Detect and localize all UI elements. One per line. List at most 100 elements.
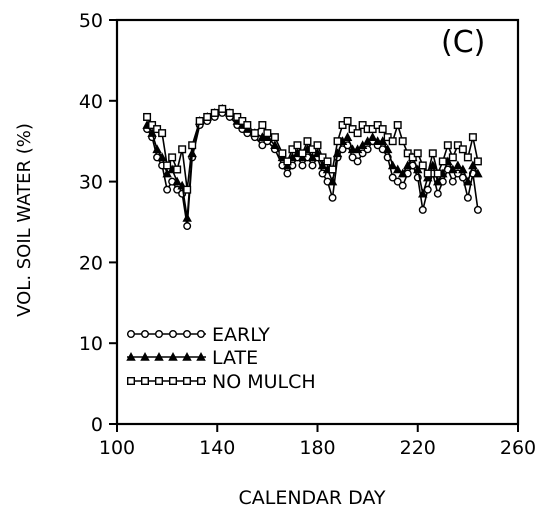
legend-entry-no-mulch: NO MULCH [126,371,316,393]
data-point-no-mulch [270,133,279,142]
legend-marker-early [182,330,191,339]
legend-marker-late [168,352,178,361]
data-point-no-mulch [293,141,302,150]
legend-label-no-mulch: NO MULCH [212,371,316,393]
data-point-no-mulch [313,141,322,150]
data-point-late [187,148,197,158]
data-point-no-mulch [283,157,292,166]
data-point-no-mulch [428,149,437,158]
data-point-no-mulch [458,145,467,154]
data-point-no-mulch [278,149,287,158]
data-point-late [433,176,443,186]
y-tick-label: 30 [79,172,103,194]
data-point-late [172,176,182,186]
data-point-early [183,222,192,231]
data-point-late [453,160,463,170]
data-point-no-mulch [333,137,342,146]
legend-marker-early [168,330,177,339]
data-point-no-mulch [378,125,387,134]
data-point-no-mulch [218,104,227,113]
data-point-no-mulch [225,108,234,117]
panel-label: (C) [441,25,485,60]
data-point-no-mulch [158,129,167,138]
data-point-no-mulch [148,121,157,130]
legend-marker-no-mulch [154,377,163,386]
data-point-early [283,169,292,178]
data-point-early [473,205,482,214]
legend-label-late: LATE [212,347,258,369]
data-point-no-mulch [393,121,402,130]
data-point-no-mulch [143,112,152,121]
data-point-no-mulch [398,137,407,146]
legend-entry-late: LATE [126,347,258,369]
data-point-no-mulch [348,125,357,134]
legend-marker-no-mulch [140,377,149,386]
legend-marker-late [182,352,192,361]
legend-label-early: EARLY [212,324,270,346]
data-point-no-mulch [418,161,427,170]
data-point-late [463,176,473,186]
data-point-no-mulch [468,133,477,142]
data-point-no-mulch [463,153,472,162]
x-tick-label: 260 [500,437,536,459]
legend-marker-early [196,330,205,339]
data-point-no-mulch [323,157,332,166]
data-point-no-mulch [438,157,447,166]
data-point-late [342,132,353,141]
legend-marker-no-mulch [168,377,177,386]
data-point-no-mulch [243,121,252,130]
x-axis-ticks: 100 140 180 220 260 [99,424,536,459]
legend-marker-no-mulch [126,377,135,386]
legend-marker-no-mulch [196,377,205,386]
data-point-no-mulch [343,116,352,125]
data-point-late [392,164,403,174]
data-point-no-mulch [473,157,482,166]
y-tick-label: 20 [79,252,103,274]
data-point-no-mulch [413,149,422,158]
data-point-no-mulch [178,145,187,154]
x-tick-label: 220 [400,437,436,459]
data-point-early [348,153,357,162]
data-point-no-mulch [195,116,204,125]
data-point-late [473,168,483,178]
y-tick-label: 10 [79,333,103,355]
data-point-no-mulch [318,153,327,162]
data-point-late [157,152,167,162]
y-tick-label: 0 [91,414,103,436]
legend-marker-early [140,330,149,339]
data-point-late [397,168,408,178]
data-point-no-mulch [408,153,417,162]
data-point-no-mulch [433,169,442,178]
data-point-no-mulch [210,108,219,117]
y-tick-label: 40 [79,91,103,113]
data-point-early [398,181,407,190]
data-point-late [418,188,428,198]
legend-marker-early [154,330,163,339]
data-point-no-mulch [298,149,307,158]
data-point-no-mulch [303,137,312,146]
data-point-early [393,177,402,186]
data-point-no-mulch [238,116,247,125]
data-point-early [448,177,457,186]
data-point-early [163,185,172,194]
y-tick-label: 50 [79,10,103,32]
data-point-no-mulch [338,121,347,130]
data-point-no-mulch [173,165,182,174]
x-tick-label: 100 [99,437,135,459]
data-point-no-mulch [388,137,397,146]
legend-marker-early [126,330,135,339]
data-point-late [327,176,338,186]
data-point-no-mulch [258,121,267,130]
data-point-early [298,161,307,170]
data-point-no-mulch [153,125,162,134]
data-point-no-mulch [188,141,197,150]
plot-axes [115,18,520,426]
data-point-late [428,160,438,170]
data-point-no-mulch [183,185,192,194]
legend-marker-no-mulch [182,377,191,386]
data-point-late [182,213,192,222]
y-axis-label: VOL. SOIL WATER (%) [14,123,35,317]
data-point-early [463,193,472,202]
data-point-no-mulch [453,141,462,150]
data-point-no-mulch [163,161,172,170]
